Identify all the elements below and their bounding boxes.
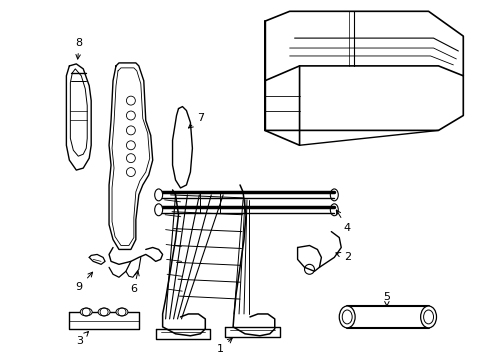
Ellipse shape bbox=[339, 306, 354, 328]
Text: 3: 3 bbox=[76, 332, 88, 346]
Ellipse shape bbox=[154, 204, 163, 216]
Ellipse shape bbox=[420, 306, 436, 328]
Text: 6: 6 bbox=[130, 271, 139, 294]
Ellipse shape bbox=[116, 308, 128, 316]
Text: 2: 2 bbox=[335, 252, 350, 262]
Ellipse shape bbox=[154, 189, 163, 201]
Text: 4: 4 bbox=[336, 210, 350, 233]
Text: 8: 8 bbox=[76, 38, 82, 59]
Text: 9: 9 bbox=[76, 272, 92, 292]
Ellipse shape bbox=[80, 308, 92, 316]
Text: 7: 7 bbox=[188, 113, 203, 128]
Text: 1: 1 bbox=[216, 338, 232, 354]
Ellipse shape bbox=[98, 308, 110, 316]
Text: 5: 5 bbox=[383, 292, 389, 306]
